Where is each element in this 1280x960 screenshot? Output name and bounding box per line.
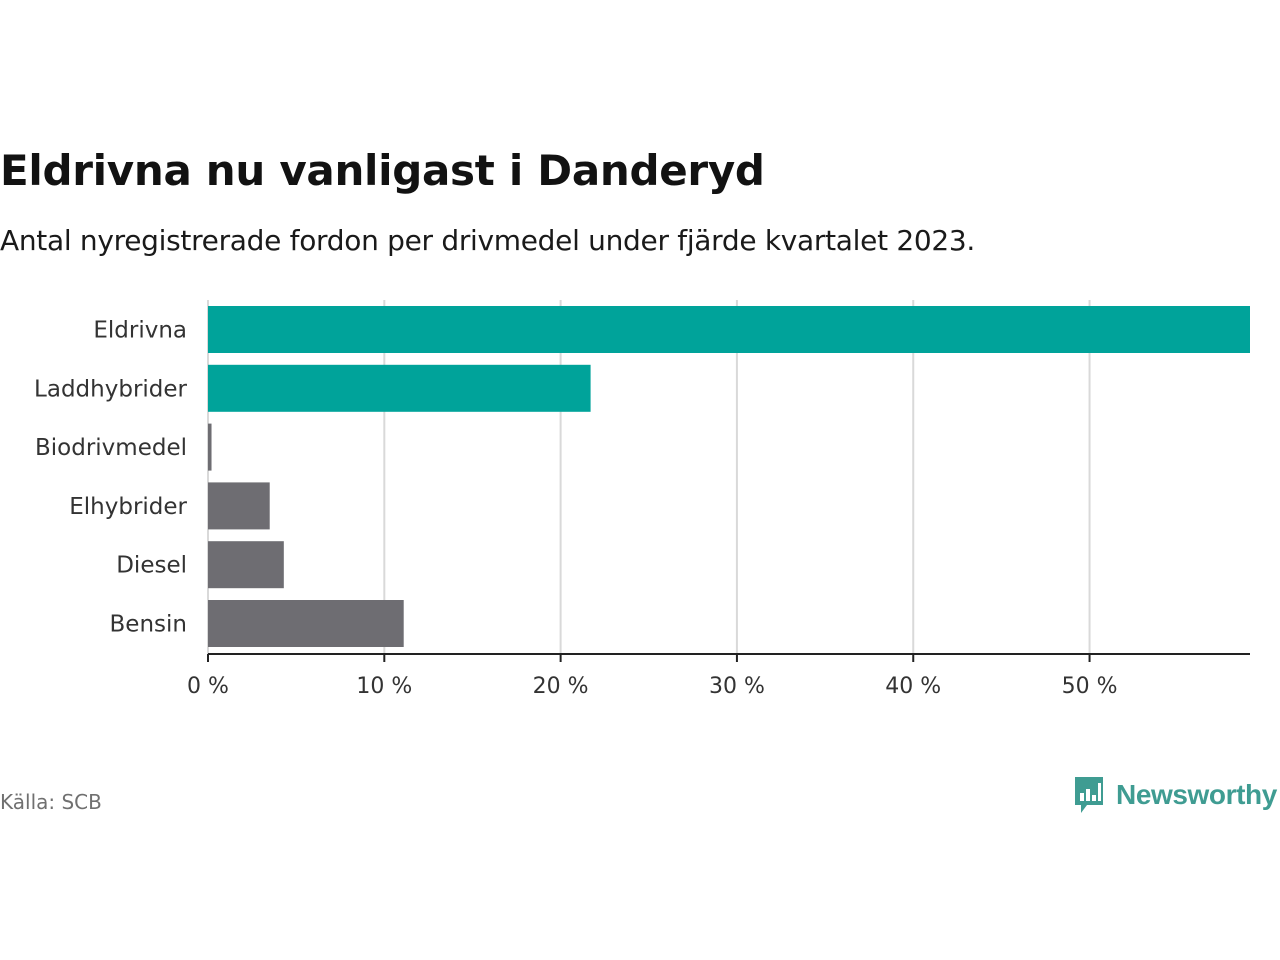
source-note: Källa: SCB [0, 790, 102, 814]
category-label: Bensin [110, 612, 187, 638]
x-tick-label: 30 % [709, 674, 765, 699]
bar-diesel [208, 541, 284, 589]
x-axis: 0 % 10 % 20 % 30 % 40 % 50 % [187, 653, 1250, 699]
x-tick-label: 50 % [1062, 674, 1118, 699]
x-tick-label: 40 % [885, 674, 941, 699]
category-label: Diesel [116, 553, 187, 579]
bar-eldrivna [208, 306, 1250, 353]
bars [208, 306, 1250, 647]
category-label: Biodrivmedel [35, 435, 187, 461]
grid-lines [207, 300, 1091, 654]
chart-subtitle: Antal nyregistrerade fordon per drivmede… [0, 224, 976, 257]
bar-bensin [208, 600, 404, 647]
x-tick-label: 10 % [356, 674, 412, 699]
category-labels: Eldrivna Laddhybrider Biodrivmedel Elhybrid… [34, 318, 187, 638]
chart-title: Eldrivna nu vanligast i Danderyd [0, 146, 765, 195]
bar-biodrivmedel [208, 423, 212, 471]
bar-laddhybrider [208, 364, 591, 412]
category-label: Elhybrider [69, 494, 187, 520]
newsworthy-logo: Newsworthy [1072, 774, 1277, 816]
x-tick-label: 20 % [533, 674, 589, 699]
category-label: Laddhybrider [34, 376, 187, 402]
category-label: Eldrivna [93, 318, 187, 344]
x-tick-label: 0 % [187, 674, 229, 699]
bar-elhybrider [208, 482, 270, 530]
newsworthy-icon [1075, 777, 1103, 813]
brand-name: Newsworthy [1116, 779, 1277, 810]
